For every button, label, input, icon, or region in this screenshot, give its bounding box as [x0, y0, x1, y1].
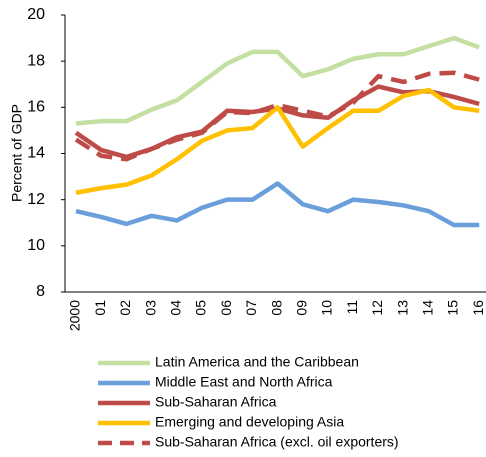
legend-label: Middle East and North Africa: [155, 374, 333, 390]
y-tick-label: 8: [36, 283, 45, 300]
y-tick-label: 12: [27, 191, 45, 208]
x-tick-label: 05: [193, 300, 209, 316]
series-line: [75, 35, 480, 126]
x-tick-label: 15: [445, 300, 461, 316]
x-tick-label: 09: [294, 300, 310, 316]
x-tick-label: 16: [470, 300, 486, 316]
y-tick-label: 16: [27, 99, 45, 116]
x-tick-label: 02: [117, 300, 133, 316]
x-tick-label: 04: [168, 300, 184, 316]
x-tick-label: 10: [319, 300, 335, 316]
x-tick-label: 2000: [67, 300, 83, 331]
y-axis-label: Percent of GDP: [9, 104, 25, 202]
y-tick-label: 18: [27, 52, 45, 69]
x-tick-label: 12: [369, 300, 385, 316]
x-tick-label: 03: [142, 300, 158, 316]
x-tick-label: 11: [344, 300, 360, 315]
series-line: [74, 84, 480, 160]
x-tick-label: 13: [394, 300, 410, 316]
legend-label: Sub-Saharan Africa (excl. oil exporters): [155, 434, 399, 450]
series-line: [75, 181, 480, 228]
y-tick-label: 14: [27, 145, 45, 162]
y-tick-label: 10: [27, 237, 45, 254]
legend-label: Sub-Saharan Africa: [155, 394, 277, 410]
legend-label: Latin America and the Caribbean: [155, 354, 359, 370]
x-tick-label: 06: [218, 300, 234, 316]
x-tick-label: 08: [268, 300, 284, 316]
x-tick-label: 07: [243, 300, 259, 316]
x-tick-label: 01: [92, 300, 108, 316]
x-tick-label: 14: [420, 300, 436, 316]
legend-label: Emerging and developing Asia: [155, 414, 344, 430]
series-line: [75, 87, 480, 195]
y-tick-label: 20: [27, 6, 45, 23]
